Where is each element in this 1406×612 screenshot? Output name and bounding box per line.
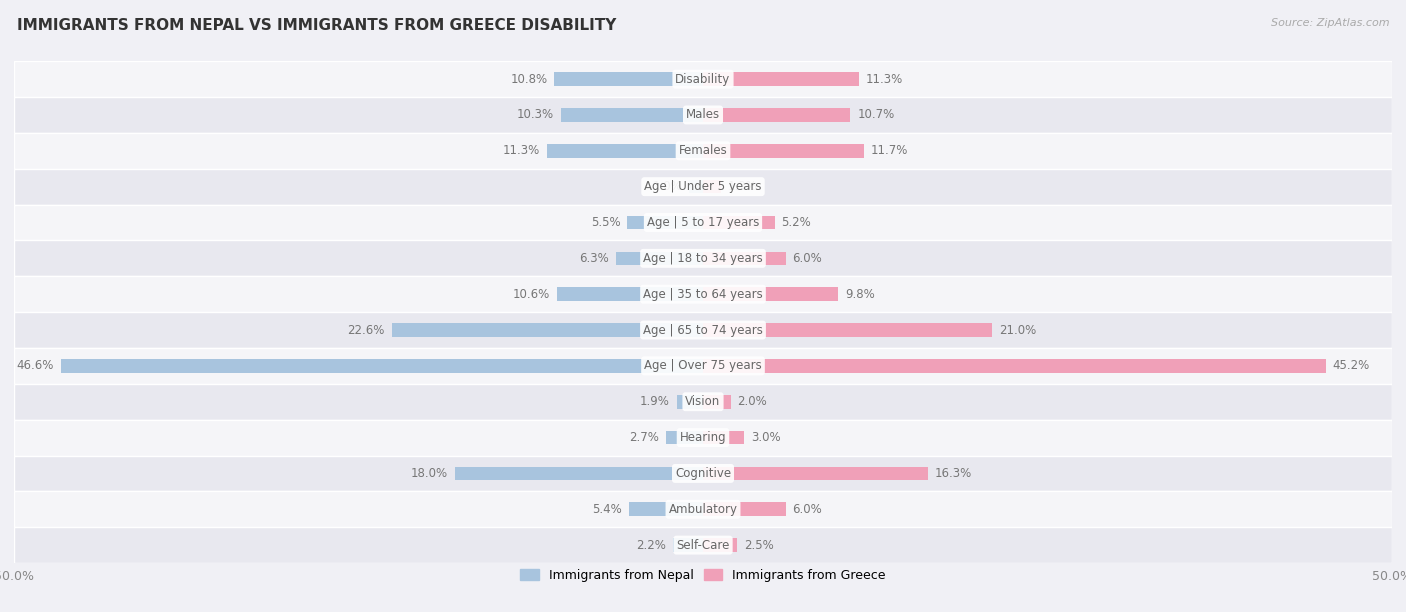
Bar bbox=[14, 133, 1392, 169]
Bar bbox=[14, 97, 1392, 133]
Text: 16.3%: 16.3% bbox=[935, 467, 972, 480]
Text: 1.0%: 1.0% bbox=[652, 180, 682, 193]
Bar bbox=[672, 539, 703, 552]
Bar bbox=[547, 144, 703, 158]
Text: 10.3%: 10.3% bbox=[517, 108, 554, 121]
Text: 9.8%: 9.8% bbox=[845, 288, 875, 300]
Text: Age | Under 5 years: Age | Under 5 years bbox=[644, 180, 762, 193]
Text: 46.6%: 46.6% bbox=[17, 359, 53, 372]
Bar bbox=[60, 359, 703, 373]
Bar bbox=[392, 323, 703, 337]
Bar bbox=[703, 215, 775, 230]
Text: 11.3%: 11.3% bbox=[866, 73, 903, 86]
Text: 10.8%: 10.8% bbox=[510, 73, 547, 86]
Bar bbox=[703, 252, 786, 265]
Text: Age | 65 to 74 years: Age | 65 to 74 years bbox=[643, 324, 763, 337]
Bar bbox=[554, 72, 703, 86]
Text: 5.5%: 5.5% bbox=[591, 216, 620, 229]
Bar bbox=[703, 359, 1326, 373]
Text: Hearing: Hearing bbox=[679, 431, 727, 444]
Bar bbox=[14, 276, 1392, 312]
Bar bbox=[456, 466, 703, 480]
Bar bbox=[14, 204, 1392, 241]
Bar bbox=[14, 169, 1392, 204]
Text: 11.3%: 11.3% bbox=[503, 144, 540, 157]
Bar bbox=[703, 144, 865, 158]
Text: 2.7%: 2.7% bbox=[628, 431, 659, 444]
Bar bbox=[703, 288, 838, 301]
Text: Males: Males bbox=[686, 108, 720, 121]
Text: 21.0%: 21.0% bbox=[1000, 324, 1036, 337]
Bar bbox=[703, 502, 786, 516]
Text: Age | Over 75 years: Age | Over 75 years bbox=[644, 359, 762, 372]
Text: Females: Females bbox=[679, 144, 727, 157]
Bar bbox=[557, 288, 703, 301]
Bar bbox=[14, 491, 1392, 527]
Text: 10.7%: 10.7% bbox=[858, 108, 894, 121]
Bar bbox=[703, 395, 731, 409]
Bar bbox=[14, 312, 1392, 348]
Legend: Immigrants from Nepal, Immigrants from Greece: Immigrants from Nepal, Immigrants from G… bbox=[515, 564, 891, 587]
Bar bbox=[14, 420, 1392, 455]
Text: Age | 18 to 34 years: Age | 18 to 34 years bbox=[643, 252, 763, 265]
Text: 1.9%: 1.9% bbox=[640, 395, 669, 408]
Text: 2.5%: 2.5% bbox=[744, 539, 775, 551]
Text: 22.6%: 22.6% bbox=[347, 324, 385, 337]
Text: 10.6%: 10.6% bbox=[513, 288, 550, 300]
Text: 11.7%: 11.7% bbox=[872, 144, 908, 157]
Bar bbox=[676, 395, 703, 409]
Text: 3.0%: 3.0% bbox=[751, 431, 780, 444]
Text: Source: ZipAtlas.com: Source: ZipAtlas.com bbox=[1271, 18, 1389, 28]
Bar bbox=[627, 215, 703, 230]
Text: 6.0%: 6.0% bbox=[793, 252, 823, 265]
Text: 45.2%: 45.2% bbox=[1333, 359, 1369, 372]
Bar bbox=[703, 466, 928, 480]
Text: 6.0%: 6.0% bbox=[793, 503, 823, 516]
Text: Vision: Vision bbox=[685, 395, 721, 408]
Text: 2.0%: 2.0% bbox=[738, 395, 768, 408]
Bar bbox=[703, 431, 744, 444]
Text: Self-Care: Self-Care bbox=[676, 539, 730, 551]
Text: Disability: Disability bbox=[675, 73, 731, 86]
Bar bbox=[616, 252, 703, 265]
Bar bbox=[14, 241, 1392, 276]
Bar bbox=[703, 180, 721, 193]
Text: 5.2%: 5.2% bbox=[782, 216, 811, 229]
Text: 5.4%: 5.4% bbox=[592, 503, 621, 516]
Bar bbox=[14, 61, 1392, 97]
Bar bbox=[703, 539, 738, 552]
Bar bbox=[14, 348, 1392, 384]
Text: 18.0%: 18.0% bbox=[411, 467, 449, 480]
Text: IMMIGRANTS FROM NEPAL VS IMMIGRANTS FROM GREECE DISABILITY: IMMIGRANTS FROM NEPAL VS IMMIGRANTS FROM… bbox=[17, 18, 616, 34]
Bar bbox=[561, 108, 703, 122]
Text: Ambulatory: Ambulatory bbox=[668, 503, 738, 516]
Bar bbox=[14, 527, 1392, 563]
Text: Age | 5 to 17 years: Age | 5 to 17 years bbox=[647, 216, 759, 229]
Text: 6.3%: 6.3% bbox=[579, 252, 609, 265]
Bar bbox=[628, 502, 703, 516]
Bar bbox=[14, 384, 1392, 420]
Text: 2.2%: 2.2% bbox=[636, 539, 666, 551]
Text: Cognitive: Cognitive bbox=[675, 467, 731, 480]
Bar bbox=[703, 108, 851, 122]
Bar bbox=[703, 72, 859, 86]
Bar bbox=[689, 180, 703, 193]
Bar bbox=[666, 431, 703, 444]
Bar bbox=[14, 455, 1392, 491]
Bar bbox=[703, 323, 993, 337]
Text: Age | 35 to 64 years: Age | 35 to 64 years bbox=[643, 288, 763, 300]
Text: 1.3%: 1.3% bbox=[728, 180, 758, 193]
